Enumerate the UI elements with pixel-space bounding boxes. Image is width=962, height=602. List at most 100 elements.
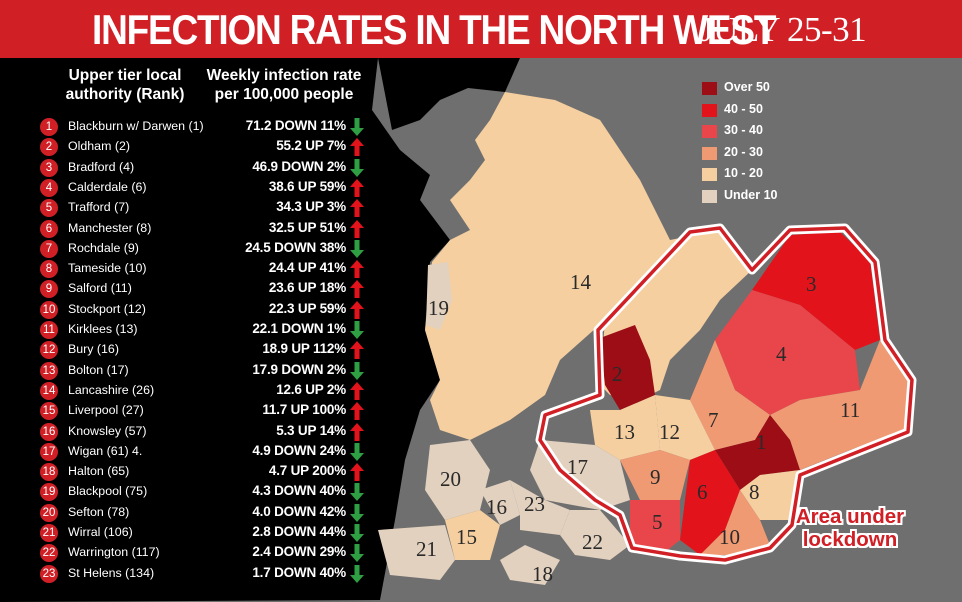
arrow-down-icon	[350, 503, 364, 522]
region-21	[378, 525, 455, 580]
region-number-label: 19	[428, 296, 449, 320]
region-10	[700, 490, 770, 555]
authority-name: Knowsley (57)	[68, 423, 147, 438]
rank-badge: 23	[40, 564, 58, 583]
region-11	[770, 340, 910, 470]
region-number-label: 20	[440, 467, 461, 491]
rank-badge: 2	[40, 138, 58, 157]
legend-swatch	[702, 82, 717, 95]
arrow-down-icon	[350, 524, 364, 542]
table-row: 18 Halton (65) 4.7 UP 200%	[40, 461, 370, 482]
arrow-up-icon	[350, 260, 364, 279]
arrow-down-icon	[350, 483, 364, 502]
rank-badge: 1	[40, 118, 58, 136]
rank-badge: 22	[40, 544, 58, 563]
table-row: 14 Lancashire (26) 12.6 UP 2%	[40, 380, 370, 400]
table-row: 16 Knowsley (57) 5.3 UP 14%	[40, 421, 370, 441]
legend-swatch	[702, 146, 717, 160]
table-row: 3 Bradford (4) 46.9 DOWN 2%	[40, 157, 370, 177]
rank-badge: 8	[40, 260, 58, 279]
authority-name: St Helens (134)	[68, 565, 155, 580]
region-19	[426, 262, 452, 330]
arrow-up-icon	[350, 219, 364, 238]
arrow-up-icon	[350, 199, 364, 218]
authority-name: Liverpool (27)	[68, 403, 144, 418]
arrow-up-icon	[350, 381, 364, 400]
region-number-label: 14	[570, 270, 591, 294]
arrow-up-icon	[350, 402, 364, 421]
arrow-up-icon	[350, 463, 364, 482]
rank-badge: 3	[40, 158, 58, 177]
infection-rate: 1.7 DOWN 40%	[252, 564, 346, 580]
infection-rate: 34.3 UP 3%	[276, 199, 346, 215]
table-row: 10 Stockport (12) 22.3 UP 59%	[40, 299, 370, 319]
arrow-down-icon	[350, 544, 364, 563]
arrow-down-icon	[350, 118, 364, 136]
rank-badge: 7	[40, 239, 58, 258]
region-number-label: 22	[582, 530, 603, 554]
authority-name: Bury (16)	[68, 342, 119, 357]
rank-badge: 16	[40, 422, 58, 441]
region-7	[690, 340, 770, 450]
column-header-rate: Weekly infection rate per 100,000 people	[206, 67, 362, 103]
region-number-label: 4	[776, 342, 787, 366]
infection-rate: 24.5 DOWN 38%	[245, 239, 346, 255]
arrow-up-icon	[350, 341, 364, 360]
region-number-label: 17	[567, 455, 588, 479]
region-number-label: 12	[659, 420, 680, 444]
rank-badge: 5	[40, 199, 58, 218]
authority-name: Wigan (61) 4.	[68, 443, 143, 458]
authority-name: Stockport (12)	[68, 301, 146, 316]
region-number-label: 2	[612, 362, 623, 386]
authority-name: Trafford (7)	[68, 200, 130, 215]
legend-swatch	[702, 189, 717, 203]
table-row: 22 Warrington (117) 2.4 DOWN 29%	[40, 542, 370, 563]
infection-rate: 4.7 UP 200%	[268, 463, 346, 479]
legend-swatch	[702, 125, 717, 138]
region-13	[590, 395, 660, 460]
region-9	[620, 450, 690, 500]
rank-badge: 21	[40, 524, 58, 542]
table-row: 11 Kirklees (13) 22.1 DOWN 1%	[40, 319, 370, 339]
arrow-down-icon	[350, 321, 364, 339]
table-row: 23 St Helens (134) 1.7 DOWN 40%	[40, 563, 370, 583]
region-6	[680, 450, 740, 555]
rank-badge: 10	[40, 300, 58, 319]
infection-rate: 38.6 UP 59%	[268, 178, 346, 194]
rank-badge: 6	[40, 219, 58, 238]
region-number-label: 6	[697, 480, 708, 504]
region-number-label: 21	[416, 537, 437, 561]
arrow-down-icon	[350, 442, 364, 461]
date-range: JULY 25-31	[700, 10, 867, 49]
infection-rate: 23.6 UP 18%	[268, 280, 346, 296]
lockdown-label: Area under lockdown	[795, 505, 905, 551]
sea-area-north	[378, 58, 520, 130]
table-row: 20 Sefton (78) 4.0 DOWN 42%	[40, 502, 370, 522]
region-number-label: 7	[708, 408, 719, 432]
legend-swatch	[702, 168, 717, 181]
region-23	[510, 480, 570, 535]
region-16	[480, 480, 520, 525]
rank-badge: 19	[40, 483, 58, 502]
arrow-down-icon	[350, 361, 364, 380]
region-number-label: 5	[652, 510, 663, 534]
region-15	[445, 510, 500, 560]
authority-name: Tameside (10)	[68, 261, 147, 276]
rank-badge: 20	[40, 503, 58, 522]
table-row: 7 Rochdale (9) 24.5 DOWN 38%	[40, 238, 370, 258]
infection-rate: 32.5 UP 51%	[268, 219, 346, 235]
authority-name: Oldham (2)	[68, 139, 130, 154]
infection-rate: 4.3 DOWN 40%	[252, 483, 346, 499]
authority-name: Halton (65)	[68, 464, 130, 479]
region-number-label: 18	[532, 562, 553, 586]
table-row: 2 Oldham (2) 55.2 UP 7%	[40, 136, 370, 157]
authority-name: Bolton (17)	[68, 362, 129, 377]
rank-badge: 11	[40, 321, 58, 339]
table-row: 1 Blackburn w/ Darwen (1) 71.2 DOWN 11%	[40, 116, 370, 136]
infection-rate: 5.3 UP 14%	[276, 422, 346, 438]
legend-label: 40 - 50	[724, 101, 763, 116]
table-row: 13 Bolton (17) 17.9 DOWN 2%	[40, 360, 370, 380]
rank-badge: 9	[40, 280, 58, 299]
authority-name: Bradford (4)	[68, 159, 135, 174]
arrow-up-icon	[350, 280, 364, 299]
